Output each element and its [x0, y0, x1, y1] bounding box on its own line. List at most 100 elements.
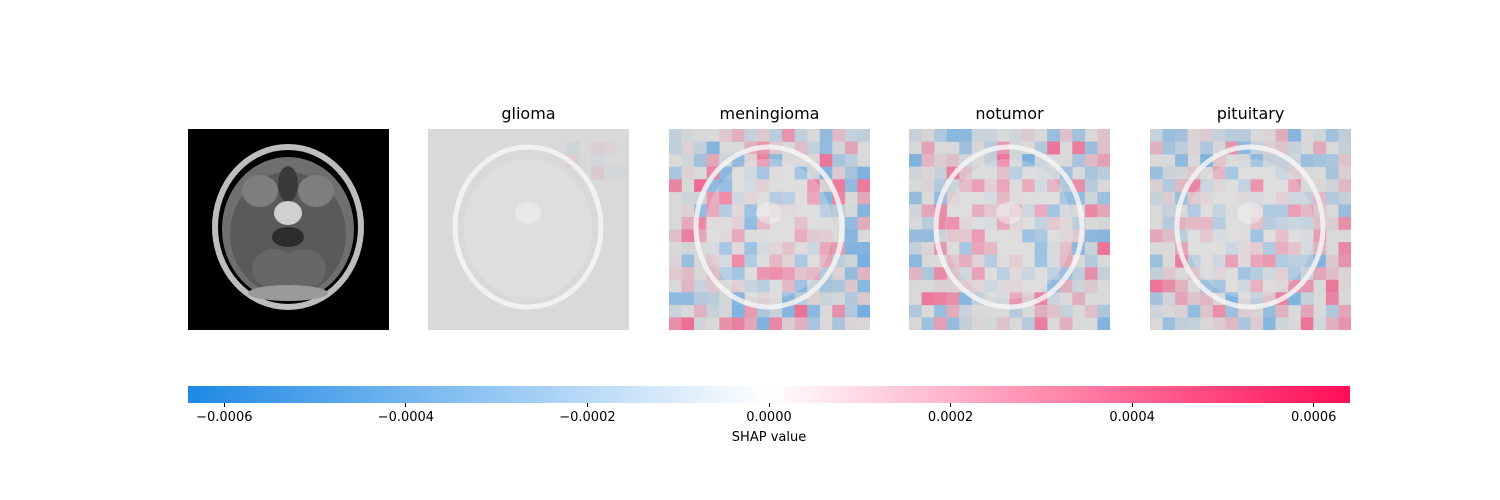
heatmap-cell	[1097, 141, 1110, 155]
heatmap-cell	[731, 279, 745, 293]
heatmap-cell	[1084, 166, 1098, 180]
heatmap-cell	[1022, 129, 1035, 142]
heatmap-cell	[756, 292, 770, 306]
heatmap-cell	[971, 242, 985, 255]
heatmap-cell	[819, 292, 833, 306]
heatmap-cell	[1300, 154, 1314, 167]
heatmap-cell	[1047, 141, 1061, 155]
heatmap-cell	[984, 242, 998, 255]
heatmap-cell	[669, 254, 682, 268]
heatmap-cell	[832, 166, 846, 180]
heatmap-cell	[719, 216, 733, 230]
heatmap-cell	[1059, 229, 1073, 243]
heatmap-cell	[844, 216, 858, 230]
heatmap-cell	[844, 317, 858, 330]
heatmap-cell	[1047, 242, 1061, 255]
heatmap-cell	[1263, 216, 1276, 230]
heatmap-cell	[1009, 191, 1023, 205]
heatmap-cell	[1097, 304, 1110, 318]
heatmap-cell	[1212, 229, 1226, 243]
heatmap-cell	[669, 317, 682, 330]
heatmap-cell	[769, 254, 783, 268]
heatmap-cell	[756, 242, 770, 255]
heatmap-cell	[1325, 254, 1339, 268]
heatmap-cell	[819, 154, 833, 167]
heatmap-cell	[744, 154, 758, 167]
heatmap-cell	[946, 242, 960, 255]
heatmap-cell	[794, 304, 808, 318]
heatmap-cell	[844, 254, 858, 268]
heatmap-cell	[1084, 254, 1098, 268]
heatmap-cell	[681, 141, 695, 155]
heatmap-cell	[1275, 229, 1289, 243]
heatmap-cell	[1275, 191, 1289, 205]
heatmap-cell	[731, 267, 745, 281]
heatmap-cell	[971, 216, 985, 230]
heatmap-cell	[1263, 242, 1276, 255]
heatmap-cell	[1263, 317, 1276, 330]
heatmap-cell	[934, 154, 947, 167]
heatmap-cell	[971, 317, 985, 330]
heatmap-cell	[1338, 179, 1351, 193]
heatmap-cell	[706, 216, 720, 230]
heatmap-cell	[1162, 129, 1176, 142]
heatmap-cell	[1009, 254, 1023, 268]
heatmap-cell	[681, 204, 695, 218]
heatmap-cell	[681, 216, 695, 230]
heatmap-cell	[844, 141, 858, 155]
heatmap-cell	[706, 204, 720, 218]
heatmap-cell	[1225, 166, 1239, 180]
heatmap-cell	[857, 204, 870, 218]
heatmap-cell	[1059, 254, 1073, 268]
heatmap-cell	[1162, 191, 1176, 205]
heatmap-cell	[1263, 129, 1276, 142]
heatmap-cell	[566, 141, 580, 155]
heatmap-cell	[819, 229, 833, 243]
heatmap-cell	[807, 317, 821, 330]
heatmap-cell	[681, 154, 695, 167]
heatmap-cell	[1034, 254, 1048, 268]
heatmap-cell	[971, 254, 985, 268]
heatmap-cell	[832, 154, 846, 167]
heatmap-cell	[744, 317, 758, 330]
heatmap-cell	[744, 242, 758, 255]
heatmap-cell	[1097, 129, 1110, 142]
heatmap-cell	[959, 129, 973, 142]
heatmap-cell	[934, 166, 947, 180]
heatmap-cell	[1212, 166, 1226, 180]
heatmap-cell	[694, 279, 707, 293]
heatmap-cell	[921, 141, 935, 155]
heatmap-cell	[1034, 166, 1048, 180]
heatmap-cell	[984, 279, 998, 293]
heatmap-cell	[744, 179, 758, 193]
heatmap-cell	[959, 179, 973, 193]
heatmap-cell	[694, 304, 707, 318]
heatmap-cell	[1250, 267, 1264, 281]
panel-meningioma	[669, 129, 870, 330]
heatmap-cell	[857, 304, 870, 318]
heatmap-cell	[1097, 216, 1110, 230]
heatmap-cell	[1275, 204, 1289, 218]
heatmap-cell	[794, 267, 808, 281]
heatmap-cell	[1187, 292, 1201, 306]
heatmap-cell	[1097, 191, 1110, 205]
heatmap-cell	[1250, 242, 1264, 255]
heatmap-cell	[1288, 254, 1302, 268]
heatmap-cell	[681, 279, 695, 293]
heatmap-cell	[782, 204, 795, 218]
heatmap-cell	[1097, 242, 1110, 255]
panel-glioma	[428, 129, 629, 330]
heatmap-cell	[1162, 166, 1176, 180]
heatmap-cell	[857, 191, 870, 205]
heatmap-cell	[1022, 229, 1035, 243]
heatmap-cell	[1275, 242, 1289, 255]
panel-title-meningioma: meningioma	[719, 104, 820, 123]
heatmap-cell	[1059, 304, 1073, 318]
heatmap-cell	[1212, 279, 1226, 293]
heatmap-cell	[959, 317, 973, 330]
heatmap-cell	[1084, 154, 1098, 167]
heatmap-cell	[706, 154, 720, 167]
heatmap-cell	[1263, 279, 1276, 293]
colorbar-tick-label: 0.0002	[927, 410, 974, 425]
heatmap-cell	[1275, 279, 1289, 293]
